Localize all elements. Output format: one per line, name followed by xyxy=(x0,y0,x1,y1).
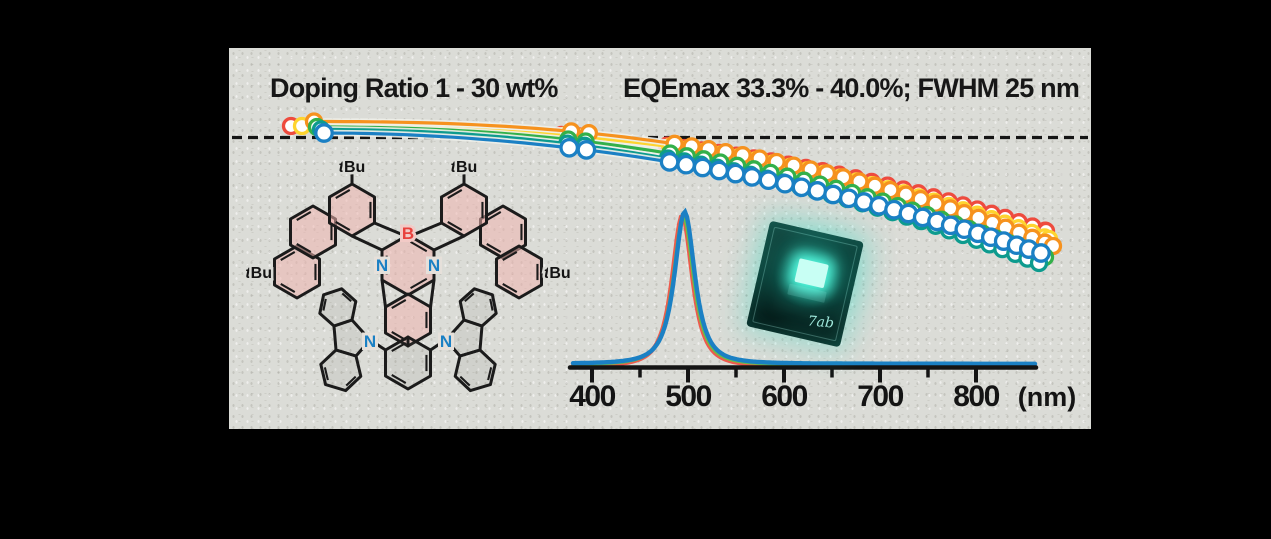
eqe-data-marker xyxy=(314,123,334,143)
eqe-data-marker xyxy=(758,170,779,191)
axis-tick-label: 800 xyxy=(953,380,999,413)
eqe-data-marker xyxy=(559,137,580,158)
eqe-data-marker xyxy=(742,167,762,187)
molecule-atom-label: N xyxy=(440,332,452,351)
eqe-data-marker xyxy=(1031,243,1051,263)
wavelength-axis: 400 500 600 700 800 (nm) xyxy=(567,365,1076,413)
molecule-ring xyxy=(444,318,484,358)
molecule-ring xyxy=(332,318,372,358)
eqe-data-marker xyxy=(725,163,746,184)
spectrum-curve-spectrum-blue xyxy=(570,207,1038,366)
doping-ratio-headline: Doping Ratio 1 - 30 wt% xyxy=(270,73,558,103)
molecule-ring xyxy=(318,287,358,328)
eqe-data-marker xyxy=(775,173,795,194)
eqe-data-marker xyxy=(576,140,597,160)
molecule-ring xyxy=(453,348,497,393)
molecule-tbu-label: tBu xyxy=(339,159,366,176)
eqe-rolloff-chart xyxy=(232,112,1088,273)
eqe-data-marker xyxy=(692,157,713,178)
molecule-atom-label: N xyxy=(376,256,388,275)
el-spectra-chart: 400 500 600 700 800 (nm) xyxy=(567,207,1076,413)
axis-tick-label: 400 xyxy=(569,380,615,413)
molecule-tbu-label: tBu xyxy=(245,265,272,282)
molecule-atom-label: N xyxy=(364,332,376,351)
eqe-fwhm-headline: EQEmax 33.3% - 40.0%; FWHM 25 nm xyxy=(623,73,1080,103)
axis-tick-label: 600 xyxy=(761,380,807,413)
molecule-tbu-label: tBu xyxy=(544,265,571,282)
molecule-tbu-label: tBu xyxy=(451,159,478,176)
eqe-data-marker xyxy=(676,154,696,175)
eqe-data-marker xyxy=(709,160,729,181)
molecule-ring xyxy=(458,287,498,328)
molecule-ring xyxy=(380,233,436,297)
eqe-data-marker xyxy=(823,184,843,205)
eqe-series-blue xyxy=(314,123,1051,263)
eqe-data-marker xyxy=(807,181,828,201)
molecule-ring xyxy=(328,182,376,238)
molecule-ring xyxy=(440,182,488,238)
eqe-data-marker xyxy=(659,152,680,172)
molecule-ring xyxy=(273,244,321,300)
molecule-atom-label: N xyxy=(428,256,440,275)
molecule-atom-label: B xyxy=(402,224,414,243)
axis-unit-label: (nm) xyxy=(1018,382,1076,412)
axis-tick-label: 500 xyxy=(665,380,711,413)
axis-tick-label: 700 xyxy=(857,380,903,413)
eqe-data-marker xyxy=(791,177,812,198)
molecule-ring xyxy=(319,348,363,393)
molecule-ring xyxy=(495,244,543,300)
device-handwritten-label: 7ab xyxy=(806,313,835,332)
